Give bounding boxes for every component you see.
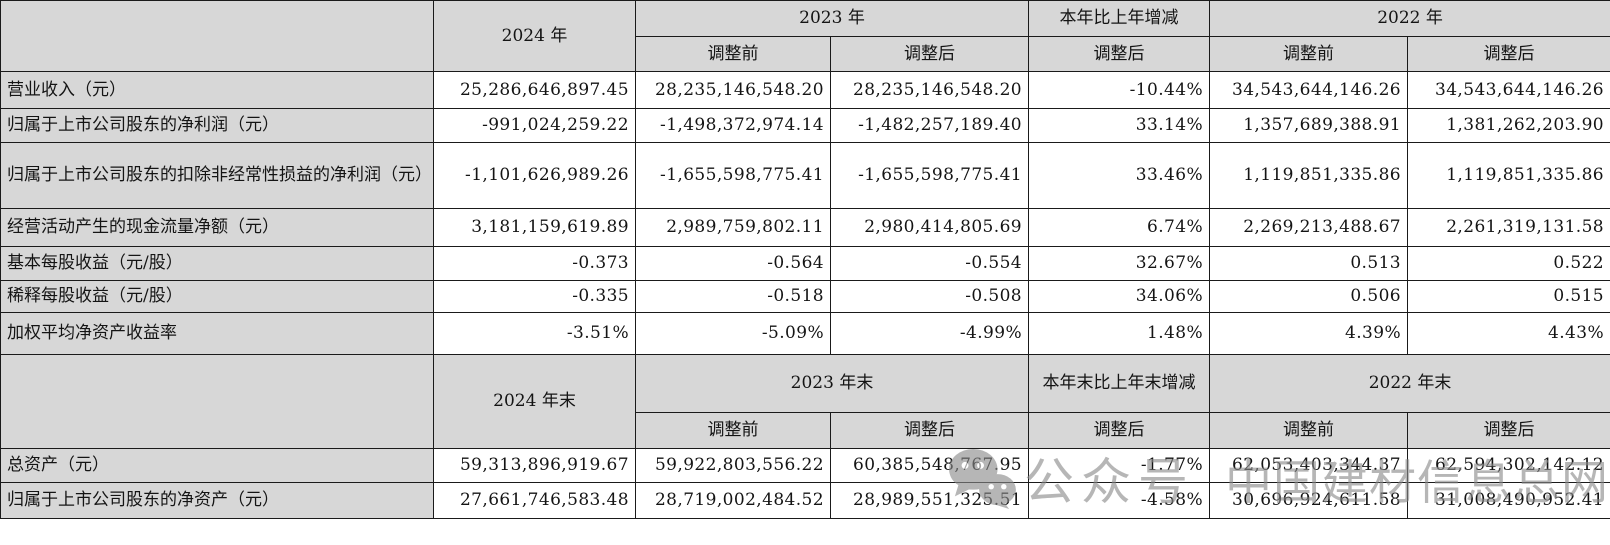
row-label: 加权平均净资产收益率 (0, 312, 434, 355)
row-label: 归属于上市公司股东的净资产（元） (0, 482, 434, 519)
row-label: 营业收入（元） (0, 71, 434, 109)
header-2024: 2024 年 (433, 0, 636, 72)
value-2023-post: -0.554 (829, 246, 1030, 281)
value-2024: -0.335 (433, 280, 636, 313)
row-label: 总资产（元） (0, 448, 434, 483)
header-2022-yearend-post-adjust: 调整后 (1407, 412, 1610, 449)
value-2023-pre: 28,719,002,484.52 (635, 482, 831, 519)
value-2022-pre: 0.506 (1209, 280, 1409, 313)
row-operating-cash-flow: 经营活动产生的现金流量净额（元） 3,181,159,619.89 2,989,… (0, 208, 1610, 247)
header-2023-yearend-post-adjust: 调整后 (829, 412, 1030, 449)
value-2022-pre: 30,696,924,611.58 (1209, 482, 1409, 519)
header-2022-pre-adjust: 调整前 (1209, 36, 1409, 72)
header-2023-pre-adjust: 调整前 (635, 36, 831, 72)
row-label: 经营活动产生的现金流量净额（元） (0, 208, 434, 247)
row-label: 归属于上市公司股东的扣除非经常性损益的净利润（元） (0, 142, 434, 209)
value-change: -1.77% (1028, 448, 1211, 483)
value-2023-post: 28,989,551,325.51 (829, 482, 1030, 519)
row-operating-revenue: 营业收入（元） 25,286,646,897.45 28,235,146,548… (0, 71, 1610, 109)
header-change-post-adjust: 调整后 (1028, 36, 1211, 72)
value-2024: 59,313,896,919.67 (433, 448, 636, 483)
value-2022-post: 0.515 (1407, 280, 1610, 313)
section2-adjust-header-row: 调整前 调整后 调整后 调整前 调整后 (1, 412, 1610, 449)
value-2024: -1,101,626,989.26 (433, 142, 636, 209)
value-2022-post: 2,261,319,131.58 (1407, 208, 1610, 247)
value-2023-pre: -5.09% (635, 312, 831, 355)
value-2022-post: 1,119,851,335.86 (1407, 142, 1610, 209)
value-2023-post: 2,980,414,805.69 (829, 208, 1030, 247)
financial-summary-table: 2024 年 2023 年 本年比上年增减 2022 年 调整前 调整后 调整后… (0, 0, 1610, 519)
value-2024: 3,181,159,619.89 (433, 208, 636, 247)
header-2022-yearend: 2022 年末 (1209, 354, 1610, 413)
row-total-assets: 总资产（元） 59,313,896,919.67 59,922,803,556.… (0, 448, 1610, 483)
section2-year-header-row: 2024 年末 2023 年末 本年末比上年末增减 2022 年末 (0, 354, 1610, 449)
corner-empty-cell-2 (0, 354, 434, 449)
value-change: -10.44% (1028, 71, 1211, 109)
row-net-assets: 归属于上市公司股东的净资产（元） 27,661,746,583.48 28,71… (0, 482, 1610, 519)
value-2023-pre: -1,655,598,775.41 (635, 142, 831, 209)
header-2024-yearend: 2024 年末 (433, 354, 636, 449)
header-2022: 2022 年 (1209, 0, 1610, 37)
value-2024: 25,286,646,897.45 (433, 71, 636, 109)
value-2022-post: 1,381,262,203.90 (1407, 108, 1610, 143)
value-2023-post: -0.508 (829, 280, 1030, 313)
value-2022-post: 62,594,302,142.12 (1407, 448, 1610, 483)
value-2024: 27,661,746,583.48 (433, 482, 636, 519)
value-2023-post: 60,385,548,767.95 (829, 448, 1030, 483)
value-2022-pre: 4.39% (1209, 312, 1409, 355)
value-change: 33.14% (1028, 108, 1211, 143)
value-2024: -0.373 (433, 246, 636, 281)
value-2022-pre: 34,543,644,146.26 (1209, 71, 1409, 109)
header-yearend-change: 本年末比上年末增减 (1028, 354, 1211, 413)
corner-empty-cell (0, 0, 434, 72)
value-2023-pre: 59,922,803,556.22 (635, 448, 831, 483)
value-change: 1.48% (1028, 312, 1211, 355)
value-2023-pre: 2,989,759,802.11 (635, 208, 831, 247)
row-net-profit: 归属于上市公司股东的净利润（元） -991,024,259.22 -1,498,… (0, 108, 1610, 143)
row-weighted-roe: 加权平均净资产收益率 -3.51% -5.09% -4.99% 1.48% 4.… (0, 312, 1610, 355)
row-net-profit-excl-nonrecurring: 归属于上市公司股东的扣除非经常性损益的净利润（元） -1,101,626,989… (0, 142, 1610, 209)
header-2023: 2023 年 (634, 0, 1030, 37)
value-2023-pre: -0.564 (635, 246, 831, 281)
value-2023-post: 28,235,146,548.20 (829, 71, 1030, 109)
value-2023-post: -1,655,598,775.41 (829, 142, 1030, 209)
row-label: 稀释每股收益（元/股） (0, 280, 434, 313)
value-2022-pre: 1,357,689,388.91 (1209, 108, 1409, 143)
row-basic-eps: 基本每股收益（元/股） -0.373 -0.564 -0.554 32.67% … (0, 246, 1610, 281)
value-change: 34.06% (1028, 280, 1211, 313)
row-diluted-eps: 稀释每股收益（元/股） -0.335 -0.518 -0.508 34.06% … (0, 280, 1610, 313)
value-2022-post: 0.522 (1407, 246, 1610, 281)
value-2022-post: 34,543,644,146.26 (1407, 71, 1610, 109)
value-2022-post: 31,008,490,952.41 (1407, 482, 1610, 519)
value-2024: -991,024,259.22 (433, 108, 636, 143)
value-2022-pre: 62,053,403,344.37 (1209, 448, 1409, 483)
value-change: -4.58% (1028, 482, 1211, 519)
section1-year-header-row: 2024 年 2023 年 本年比上年增减 2022 年 (0, 0, 1610, 72)
header-2023-post-adjust: 调整后 (829, 36, 1030, 72)
header-2022-yearend-pre-adjust: 调整前 (1209, 412, 1409, 449)
header-2022-post-adjust: 调整后 (1407, 36, 1610, 72)
value-2023-post: -4.99% (829, 312, 1030, 355)
header-2023-yearend-pre-adjust: 调整前 (635, 412, 831, 449)
header-yoy-change: 本年比上年增减 (1028, 0, 1211, 37)
header-yearend-change-post-adjust: 调整后 (1028, 412, 1211, 449)
value-2024: -3.51% (433, 312, 636, 355)
row-label: 基本每股收益（元/股） (0, 246, 434, 281)
value-2022-pre: 2,269,213,488.67 (1209, 208, 1409, 247)
value-2022-post: 4.43% (1407, 312, 1610, 355)
value-2023-pre: 28,235,146,548.20 (635, 71, 831, 109)
value-2023-pre: -1,498,372,974.14 (635, 108, 831, 143)
value-change: 32.67% (1028, 246, 1211, 281)
section1-adjust-header-row: 调整前 调整后 调整后 调整前 调整后 (1, 36, 1610, 72)
value-2023-post: -1,482,257,189.40 (829, 108, 1030, 143)
row-label: 归属于上市公司股东的净利润（元） (0, 108, 434, 143)
value-2023-pre: -0.518 (635, 280, 831, 313)
value-2022-pre: 0.513 (1209, 246, 1409, 281)
value-change: 6.74% (1028, 208, 1211, 247)
value-change: 33.46% (1028, 142, 1211, 209)
header-2023-yearend: 2023 年末 (634, 354, 1030, 413)
value-2022-pre: 1,119,851,335.86 (1209, 142, 1409, 209)
